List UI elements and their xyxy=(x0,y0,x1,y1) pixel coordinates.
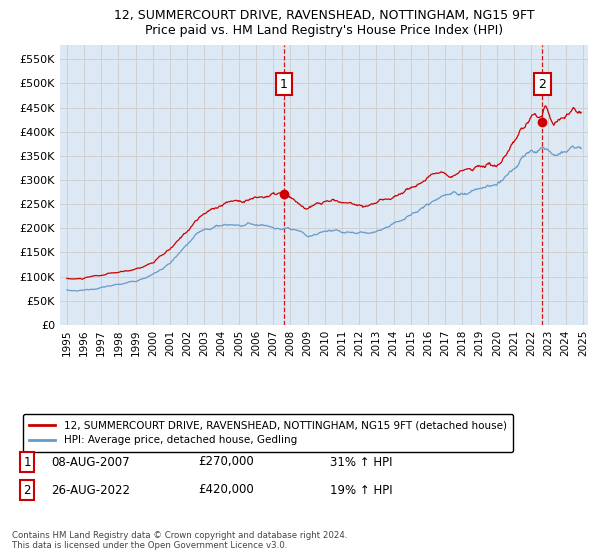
Text: 2: 2 xyxy=(538,77,547,91)
Text: 31% ↑ HPI: 31% ↑ HPI xyxy=(330,455,392,469)
Text: £420,000: £420,000 xyxy=(198,483,254,497)
Text: 1: 1 xyxy=(280,77,288,91)
Title: 12, SUMMERCOURT DRIVE, RAVENSHEAD, NOTTINGHAM, NG15 9FT
Price paid vs. HM Land R: 12, SUMMERCOURT DRIVE, RAVENSHEAD, NOTTI… xyxy=(113,9,535,37)
Text: £270,000: £270,000 xyxy=(198,455,254,469)
Text: 26-AUG-2022: 26-AUG-2022 xyxy=(51,483,130,497)
Legend: 12, SUMMERCOURT DRIVE, RAVENSHEAD, NOTTINGHAM, NG15 9FT (detached house), HPI: A: 12, SUMMERCOURT DRIVE, RAVENSHEAD, NOTTI… xyxy=(23,414,513,452)
Text: 2: 2 xyxy=(23,483,31,497)
Text: 1: 1 xyxy=(23,455,31,469)
Text: 08-AUG-2007: 08-AUG-2007 xyxy=(51,455,130,469)
Text: 19% ↑ HPI: 19% ↑ HPI xyxy=(330,483,392,497)
Text: Contains HM Land Registry data © Crown copyright and database right 2024.
This d: Contains HM Land Registry data © Crown c… xyxy=(12,530,347,550)
